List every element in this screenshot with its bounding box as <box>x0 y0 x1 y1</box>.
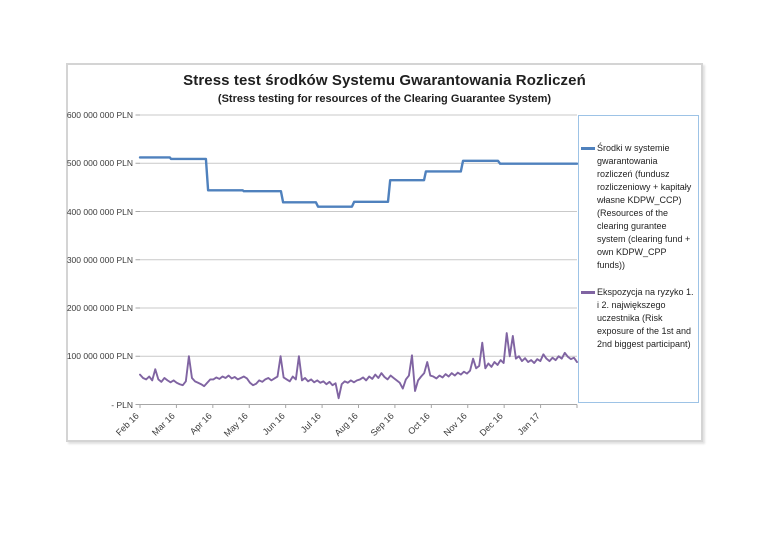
x-axis-label: Sep 16 <box>368 410 396 439</box>
legend-marker-blue-line <box>581 147 595 150</box>
x-axis-label: Nov 16 <box>441 410 469 439</box>
y-axis-label: - PLN <box>111 399 133 410</box>
y-axis-label: 500 000 000 PLN <box>66 158 133 169</box>
y-axis-label: 200 000 000 PLN <box>66 303 133 313</box>
y-axis-label: 300 000 000 PLN <box>66 254 133 265</box>
x-axis-label: Dec 16 <box>477 410 505 439</box>
legend-item-exposure: Ekspozycja na ryzyko 1. i 2. największeg… <box>581 286 695 351</box>
x-axis-label: Apr 16 <box>187 410 214 437</box>
x-axis-label: Oct 16 <box>406 410 433 437</box>
x-axis-label: Mar 16 <box>150 410 178 438</box>
y-axis-label: 400 000 000 PLN <box>66 206 133 217</box>
legend: Środki w systemie gwarantowania rozlicze… <box>578 115 699 403</box>
chart-subtitle: (Stress testing for resources of the Cle… <box>217 93 552 105</box>
legend-label-resources: Środki w systemie gwarantowania rozlicze… <box>597 143 692 270</box>
legend-label-exposure: Ekspozycja na ryzyko 1. i 2. największeg… <box>597 287 694 349</box>
x-axis-label: Feb 16 <box>113 410 141 438</box>
y-axis-label: 100 000 000 PLN <box>66 351 133 362</box>
y-axis-labels: 600 000 000 PLN 500 000 000 PLN 400 000 00… <box>0 0 133 543</box>
x-axis-label: May 16 <box>222 410 251 439</box>
x-axis-label: Jul 16 <box>298 410 323 435</box>
x-axis-label: Jan 17 <box>515 410 542 437</box>
y-axis-label: 600 000 000 PLN <box>66 110 133 120</box>
x-axis-label: Jun 16 <box>260 410 287 437</box>
legend-item-resources: Środki w systemie gwarantowania rozlicze… <box>581 142 695 272</box>
chart-title: Stress test środków Systemu Gwarantowani… <box>183 72 586 89</box>
legend-marker-purple-line <box>581 291 595 294</box>
x-axis-label: Aug 16 <box>332 410 360 439</box>
